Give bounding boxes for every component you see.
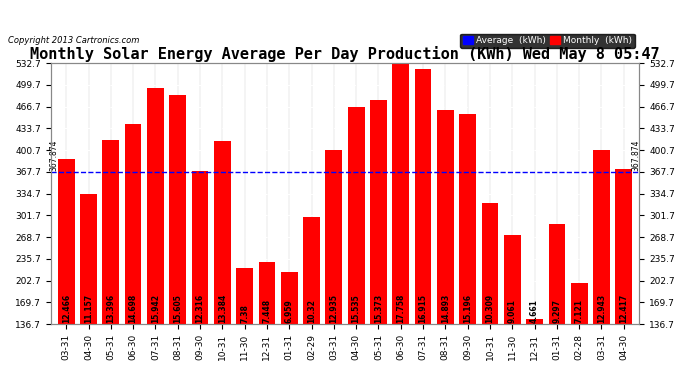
Bar xyxy=(571,283,588,324)
Bar xyxy=(348,107,364,324)
Bar xyxy=(281,272,297,324)
Bar xyxy=(393,63,409,324)
Bar xyxy=(192,171,208,324)
Text: 16.915: 16.915 xyxy=(419,294,428,323)
Text: 12.943: 12.943 xyxy=(597,294,606,323)
Bar xyxy=(437,110,454,324)
Text: 12.316: 12.316 xyxy=(195,294,204,323)
Text: 15.373: 15.373 xyxy=(374,294,383,323)
Text: Copyright 2013 Cartronics.com: Copyright 2013 Cartronics.com xyxy=(8,36,139,45)
Text: 7.38: 7.38 xyxy=(240,304,249,323)
Text: 13.384: 13.384 xyxy=(218,294,227,323)
Bar xyxy=(504,235,521,324)
Bar xyxy=(169,95,186,324)
Bar xyxy=(370,100,387,324)
Text: 12.935: 12.935 xyxy=(329,294,338,323)
Text: 7.121: 7.121 xyxy=(575,299,584,323)
Text: 9.297: 9.297 xyxy=(553,299,562,323)
Text: 367.874: 367.874 xyxy=(631,140,640,171)
Text: 14.698: 14.698 xyxy=(128,294,137,323)
Text: 10.309: 10.309 xyxy=(486,294,495,323)
Text: 367.874: 367.874 xyxy=(50,140,59,171)
Bar xyxy=(214,141,230,324)
Text: 15.196: 15.196 xyxy=(463,294,472,323)
Bar xyxy=(80,194,97,324)
Bar xyxy=(102,140,119,324)
Text: 15.942: 15.942 xyxy=(151,294,160,323)
Bar xyxy=(615,169,632,324)
Legend: Average  (kWh), Monthly  (kWh): Average (kWh), Monthly (kWh) xyxy=(460,34,635,48)
Bar xyxy=(236,268,253,324)
Bar xyxy=(415,69,431,324)
Bar xyxy=(482,204,498,324)
Bar xyxy=(526,319,543,324)
Bar xyxy=(549,224,565,324)
Text: 17.758: 17.758 xyxy=(396,293,405,323)
Text: 15.605: 15.605 xyxy=(173,294,182,323)
Text: 4.661: 4.661 xyxy=(530,299,539,323)
Text: 12.417: 12.417 xyxy=(620,294,629,323)
Bar xyxy=(125,123,141,324)
Text: 10.32: 10.32 xyxy=(307,299,316,323)
Text: 9.061: 9.061 xyxy=(508,299,517,323)
Bar xyxy=(326,150,342,324)
Text: 7.448: 7.448 xyxy=(262,298,271,323)
Bar xyxy=(460,114,476,324)
Text: 13.396: 13.396 xyxy=(106,294,115,323)
Text: 11.157: 11.157 xyxy=(84,294,93,323)
Text: 14.893: 14.893 xyxy=(441,294,450,323)
Text: 12.466: 12.466 xyxy=(61,294,70,323)
Title: Monthly Solar Energy Average Per Day Production (KWh) Wed May 8 05:47: Monthly Solar Energy Average Per Day Pro… xyxy=(30,46,660,62)
Bar xyxy=(58,159,75,324)
Bar xyxy=(259,262,275,324)
Bar xyxy=(147,88,164,324)
Bar xyxy=(593,150,610,324)
Text: 15.535: 15.535 xyxy=(352,294,361,323)
Text: 6.959: 6.959 xyxy=(285,299,294,323)
Bar xyxy=(303,217,320,324)
